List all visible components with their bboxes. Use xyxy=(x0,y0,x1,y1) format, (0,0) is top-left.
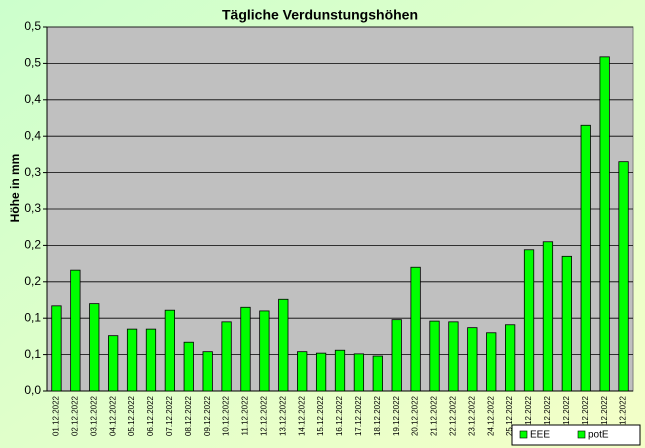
legend-box xyxy=(511,424,641,446)
bar xyxy=(410,266,421,392)
bar xyxy=(89,303,100,392)
legend-label: EEE xyxy=(530,430,550,441)
x-tick-label: 01.12.2022 xyxy=(52,395,61,436)
x-tick-label: 06.12.2022 xyxy=(146,395,155,436)
chart-title: Tägliche Verdunstungshöhen xyxy=(222,7,418,23)
bar xyxy=(108,335,119,392)
bar xyxy=(542,241,554,392)
bar xyxy=(297,351,308,392)
x-tick-label: 23.12.2022 xyxy=(467,395,476,436)
bar xyxy=(580,124,591,392)
bar xyxy=(561,255,572,392)
y-tick-label: 0,3 xyxy=(24,201,41,215)
y-tick-label: 0,5 xyxy=(24,19,41,33)
bar xyxy=(221,321,232,392)
bar xyxy=(353,353,365,392)
bar xyxy=(505,324,516,392)
bar xyxy=(259,310,270,392)
y-tick-label: 0,4 xyxy=(24,128,41,142)
bar xyxy=(183,341,194,392)
y-tick-label: 0,4 xyxy=(24,92,41,106)
bar xyxy=(164,309,175,392)
bar xyxy=(448,321,459,392)
bar xyxy=(391,319,402,392)
legend-label: potE xyxy=(588,430,609,441)
x-tick-label: 02.12.2022 xyxy=(70,395,79,436)
legend-swatch xyxy=(577,430,586,439)
x-tick-label: 20.12.2022 xyxy=(411,395,420,436)
y-tick-label: 0,5 xyxy=(24,56,41,70)
x-tick-label: 30.12.2022 xyxy=(600,395,609,436)
y-tick-label: 0,0 xyxy=(24,383,41,397)
x-tick-label: 10.12.2022 xyxy=(222,395,231,436)
y-tick-label: 0,1 xyxy=(24,347,41,361)
y-tick-label: 0,3 xyxy=(24,165,41,179)
bar xyxy=(202,351,213,392)
x-tick-label: 26.12.2022 xyxy=(524,395,533,436)
x-tick-label: 05.12.2022 xyxy=(127,395,136,436)
x-tick-label: 03.12.2022 xyxy=(89,395,98,436)
y-tick-label: 0,1 xyxy=(24,310,41,324)
x-tick-label: 25.12.2022 xyxy=(505,395,514,436)
bar xyxy=(334,349,346,392)
bar xyxy=(70,269,81,392)
bar xyxy=(126,328,138,392)
bar xyxy=(315,352,327,392)
x-tick-label: 11.12.2022 xyxy=(241,395,250,435)
bar xyxy=(599,56,610,392)
x-tick-label: 16.12.2022 xyxy=(335,395,344,436)
x-tick-label: 22.12.2022 xyxy=(449,395,458,436)
bar xyxy=(618,161,629,392)
bar xyxy=(523,249,535,392)
x-tick-label: 31.12.2022 xyxy=(619,395,628,436)
x-tick-label: 12.12.2022 xyxy=(259,395,268,436)
bar xyxy=(278,298,289,392)
x-tick-label: 27.12.2022 xyxy=(543,395,552,436)
x-tick-label: 14.12.2022 xyxy=(297,395,306,436)
x-tick-label: 18.12.2022 xyxy=(373,395,382,436)
x-tick-label: 29.12.2022 xyxy=(581,395,590,436)
bar xyxy=(486,332,497,392)
y-tick-label: 0,2 xyxy=(24,274,41,288)
bar xyxy=(51,305,62,392)
y-tick-label: 0,2 xyxy=(24,238,41,252)
y-axis-label: Höhe in mm xyxy=(8,154,22,223)
bar xyxy=(240,306,251,392)
x-tick-label: 21.12.2022 xyxy=(430,395,439,436)
legend-swatch xyxy=(519,430,528,439)
bar xyxy=(467,327,478,392)
bar xyxy=(429,320,440,392)
x-tick-label: 04.12.2022 xyxy=(108,395,117,436)
x-tick-label: 15.12.2022 xyxy=(316,395,325,436)
x-tick-label: 17.12.2022 xyxy=(354,395,363,436)
x-tick-label: 09.12.2022 xyxy=(203,395,212,436)
bar xyxy=(145,328,157,392)
x-tick-label: 28.12.2022 xyxy=(562,395,571,436)
bar xyxy=(372,355,383,392)
x-tick-label: 13.12.2022 xyxy=(278,395,287,436)
x-tick-label: 08.12.2022 xyxy=(184,395,193,436)
x-tick-label: 19.12.2022 xyxy=(392,395,401,436)
x-tick-label: 07.12.2022 xyxy=(165,395,174,436)
x-tick-label: 24.12.2022 xyxy=(486,395,495,436)
